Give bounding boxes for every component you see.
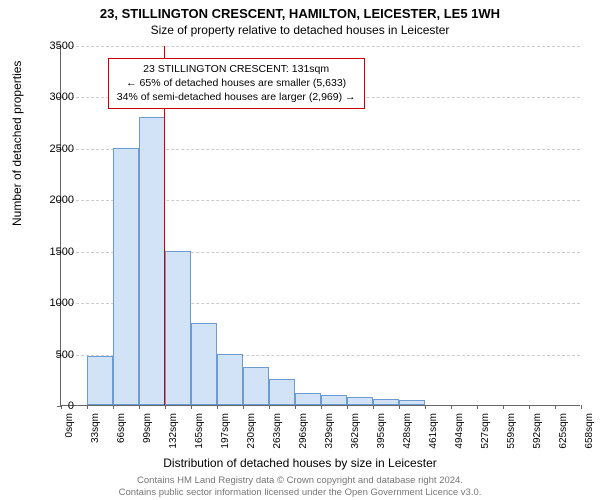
histogram-bar bbox=[243, 367, 269, 405]
ytick-label: 2500 bbox=[34, 143, 74, 155]
xtick-mark bbox=[113, 405, 114, 409]
histogram-bar bbox=[165, 251, 191, 405]
histogram-bar bbox=[87, 356, 113, 405]
xtick-label: 527sqm bbox=[480, 413, 491, 449]
ytick-label: 2000 bbox=[34, 194, 74, 206]
annotation-line: 23 STILLINGTON CRESCENT: 131sqm bbox=[117, 62, 356, 76]
ytick-label: 1000 bbox=[34, 297, 74, 309]
xtick-mark bbox=[581, 405, 582, 409]
xtick-mark bbox=[425, 405, 426, 409]
ytick-label: 500 bbox=[34, 349, 74, 361]
xtick-label: 592sqm bbox=[532, 413, 543, 449]
xtick-mark bbox=[451, 405, 452, 409]
xtick-mark bbox=[269, 405, 270, 409]
y-axis-label: Number of detached properties bbox=[10, 61, 24, 226]
xtick-label: 99sqm bbox=[142, 413, 153, 443]
xtick-label: 461sqm bbox=[428, 413, 439, 449]
xtick-label: 428sqm bbox=[402, 413, 413, 449]
xtick-label: 197sqm bbox=[220, 413, 231, 449]
footer-line-2: Contains public sector information licen… bbox=[0, 487, 600, 498]
xtick-label: 33sqm bbox=[90, 413, 101, 443]
ytick-label: 0 bbox=[34, 400, 74, 412]
page-subtitle: Size of property relative to detached ho… bbox=[0, 21, 600, 37]
xtick-label: 329sqm bbox=[324, 413, 335, 449]
histogram-bar bbox=[139, 117, 165, 405]
xtick-label: 263sqm bbox=[272, 413, 283, 449]
xtick-label: 66sqm bbox=[116, 413, 127, 443]
xtick-mark bbox=[529, 405, 530, 409]
xtick-label: 296sqm bbox=[298, 413, 309, 449]
footer-line-1: Contains HM Land Registry data © Crown c… bbox=[0, 475, 600, 486]
xtick-mark bbox=[87, 405, 88, 409]
xtick-label: 559sqm bbox=[506, 413, 517, 449]
histogram-bar bbox=[373, 399, 399, 405]
xtick-label: 362sqm bbox=[350, 413, 361, 449]
xtick-mark bbox=[399, 405, 400, 409]
chart-container: 23, STILLINGTON CRESCENT, HAMILTON, LEIC… bbox=[0, 0, 600, 500]
xtick-mark bbox=[477, 405, 478, 409]
footer-attribution: Contains HM Land Registry data © Crown c… bbox=[0, 475, 600, 498]
ytick-label: 1500 bbox=[34, 246, 74, 258]
xtick-mark bbox=[139, 405, 140, 409]
grid-line bbox=[61, 46, 580, 47]
xtick-label: 625sqm bbox=[558, 413, 569, 449]
xtick-label: 395sqm bbox=[376, 413, 387, 449]
xtick-mark bbox=[321, 405, 322, 409]
xtick-label: 0sqm bbox=[64, 413, 75, 437]
histogram-bar bbox=[217, 354, 243, 405]
histogram-bar bbox=[113, 148, 139, 405]
annotation-box: 23 STILLINGTON CRESCENT: 131sqm← 65% of … bbox=[108, 58, 365, 109]
xtick-mark bbox=[503, 405, 504, 409]
xtick-mark bbox=[165, 405, 166, 409]
xtick-label: 165sqm bbox=[194, 413, 205, 449]
xtick-mark bbox=[217, 405, 218, 409]
xtick-mark bbox=[191, 405, 192, 409]
annotation-line: 34% of semi-detached houses are larger (… bbox=[117, 90, 356, 104]
plot-region: 0sqm33sqm66sqm99sqm132sqm165sqm197sqm230… bbox=[60, 46, 580, 406]
ytick-label: 3500 bbox=[34, 40, 74, 52]
x-axis-label: Distribution of detached houses by size … bbox=[0, 456, 600, 470]
xtick-label: 230sqm bbox=[246, 413, 257, 449]
xtick-label: 132sqm bbox=[168, 413, 179, 449]
ytick-label: 3000 bbox=[34, 91, 74, 103]
xtick-mark bbox=[347, 405, 348, 409]
xtick-mark bbox=[555, 405, 556, 409]
histogram-bar bbox=[191, 323, 217, 405]
xtick-label: 658sqm bbox=[584, 413, 595, 449]
xtick-label: 494sqm bbox=[454, 413, 465, 449]
chart-area: 0sqm33sqm66sqm99sqm132sqm165sqm197sqm230… bbox=[60, 46, 580, 406]
histogram-bar bbox=[269, 379, 295, 405]
histogram-bar bbox=[399, 400, 425, 405]
histogram-bar bbox=[295, 393, 321, 405]
xtick-mark bbox=[373, 405, 374, 409]
xtick-mark bbox=[295, 405, 296, 409]
page-title: 23, STILLINGTON CRESCENT, HAMILTON, LEIC… bbox=[0, 0, 600, 21]
annotation-line: ← 65% of detached houses are smaller (5,… bbox=[117, 76, 356, 90]
histogram-bar bbox=[347, 397, 373, 405]
xtick-mark bbox=[243, 405, 244, 409]
histogram-bar bbox=[321, 395, 347, 405]
